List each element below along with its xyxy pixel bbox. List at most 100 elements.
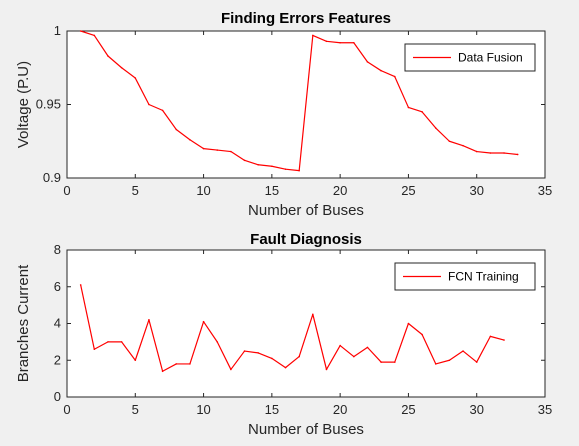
y-tick-label: 0.9 <box>43 170 61 185</box>
y-tick-label: 8 <box>54 242 61 257</box>
data-point <box>434 363 437 365</box>
x-tick-label: 0 <box>63 402 70 417</box>
x-axis-label: Number of Buses <box>248 421 364 438</box>
data-point <box>475 150 478 153</box>
data-point <box>243 350 246 352</box>
data-point <box>107 55 109 57</box>
data-point <box>257 352 260 354</box>
x-tick-label: 5 <box>132 402 139 417</box>
x-tick-label: 10 <box>196 183 210 198</box>
data-point <box>407 106 410 109</box>
x-tick-label: 0 <box>63 183 70 198</box>
data-point <box>230 368 232 371</box>
x-tick-label: 30 <box>469 183 483 198</box>
x-axis-label: Number of Buses <box>248 202 364 219</box>
data-point <box>448 359 451 362</box>
data-point <box>148 103 150 106</box>
data-point <box>189 138 191 141</box>
data-point <box>503 152 505 154</box>
y-axis-label: Voltage (P.U) <box>15 61 32 148</box>
data-point <box>325 368 328 371</box>
data-point <box>407 322 410 325</box>
x-tick-label: 20 <box>333 183 347 198</box>
x-tick-label: 15 <box>265 183 279 198</box>
data-point <box>161 109 164 112</box>
data-point <box>134 359 137 362</box>
chart-1: Finding Errors Features 0 5 10 15 20 25 30 35 0.9… <box>15 10 552 219</box>
data-point <box>298 355 300 358</box>
data-point <box>298 169 300 172</box>
data-point <box>216 341 219 343</box>
data-point <box>462 144 464 147</box>
data-point <box>284 366 287 369</box>
data-point <box>79 284 82 286</box>
data-point <box>503 339 505 341</box>
data-point <box>516 153 519 156</box>
x-tick-label: 25 <box>401 402 415 417</box>
data-point <box>312 34 314 37</box>
legend-label: Data Fusion <box>458 51 523 65</box>
x-tick-label: 10 <box>196 402 210 417</box>
data-point <box>202 147 205 150</box>
data-point <box>380 361 382 363</box>
data-point <box>353 41 355 44</box>
legend: FCN Training <box>394 262 536 291</box>
data-point <box>448 140 451 143</box>
y-tick-label: 0 <box>54 389 61 404</box>
data-point <box>393 75 396 78</box>
y-tick-label: 0.95 <box>36 97 61 112</box>
y-tick-label: 4 <box>54 316 61 331</box>
data-point <box>120 66 123 69</box>
y-tick-label: 6 <box>54 279 61 294</box>
y-tick-label: 1 <box>54 23 61 38</box>
data-point <box>434 127 437 129</box>
y-tick-label: 2 <box>54 352 61 367</box>
data-point <box>421 111 423 113</box>
series-line-1 <box>80 284 505 372</box>
chart-2: Fault Diagnosis 0 5 10 15 20 25 30 35 0 2 4 6 8 Number… <box>15 231 552 438</box>
data-point <box>189 363 191 365</box>
x-tick-label: 15 <box>265 402 279 417</box>
data-point <box>107 341 109 343</box>
x-tick-label: 20 <box>333 402 347 417</box>
x-tick-label: 35 <box>538 183 552 198</box>
data-point <box>380 69 382 72</box>
data-point <box>202 320 205 323</box>
x-tick-label: 25 <box>401 183 415 198</box>
x-tick-label: 30 <box>469 402 483 417</box>
data-point <box>175 128 178 131</box>
data-point <box>271 165 273 168</box>
data-point <box>421 333 423 336</box>
data-point <box>161 370 164 373</box>
x-tick-label: 35 <box>538 402 552 417</box>
data-point <box>462 350 464 352</box>
data-point <box>230 150 232 153</box>
legend-label: FCN Training <box>448 270 519 284</box>
chart-title: Fault Diagnosis <box>250 231 362 248</box>
data-point <box>134 77 137 79</box>
data-point <box>120 341 123 343</box>
legend-box <box>404 43 536 72</box>
data-point <box>489 335 492 338</box>
data-point <box>216 149 219 151</box>
y-axis-label: Branches Current <box>15 264 32 382</box>
data-point <box>271 357 273 360</box>
data-point <box>175 363 178 365</box>
data-point <box>93 348 96 351</box>
data-point <box>393 361 396 363</box>
data-point <box>489 152 492 154</box>
data-point <box>148 319 150 321</box>
data-point <box>312 313 314 316</box>
data-point <box>339 344 341 347</box>
data-point <box>325 40 328 43</box>
data-point <box>284 168 287 170</box>
chart-title: Finding Errors Features <box>221 10 391 27</box>
data-point <box>366 61 369 63</box>
data-point <box>475 361 478 363</box>
data-point <box>257 163 260 166</box>
x-tick-label: 5 <box>132 183 139 198</box>
data-point <box>79 30 82 32</box>
data-point <box>353 355 355 358</box>
